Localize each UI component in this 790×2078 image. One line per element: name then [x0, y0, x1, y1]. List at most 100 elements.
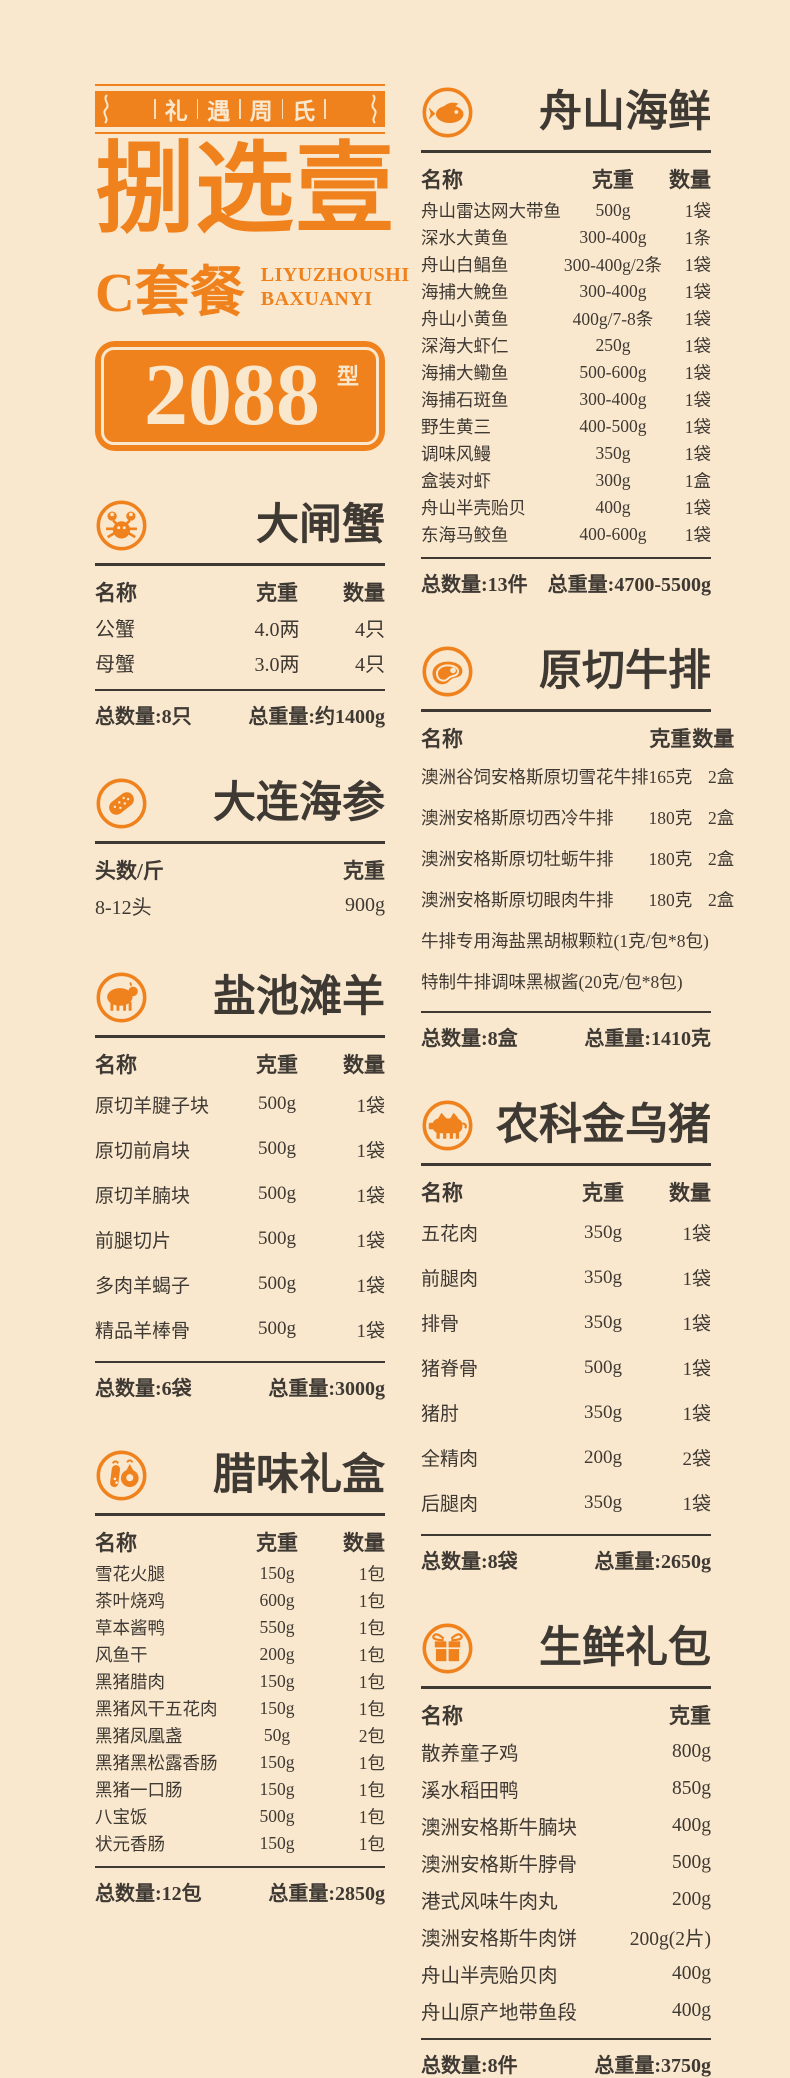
item-qty: 1包 — [358, 1779, 385, 1800]
totals-count: 总数量:8盒 — [421, 1028, 518, 1050]
table-row: 深海大虾仁 250g 1袋 — [421, 332, 711, 359]
note-row: 特制牛排调味黑椒酱(20克/包*8包) — [421, 961, 734, 1002]
item-name: 8-12头 — [95, 896, 152, 919]
section-divider — [421, 1686, 711, 1689]
item-weight: 500g — [584, 1356, 622, 1378]
column-header: 数量 — [692, 727, 735, 751]
item-weight: 500g — [672, 1851, 711, 1873]
section-header: 盐池滩羊 — [95, 971, 385, 1024]
item-qty: 2包 — [358, 1725, 385, 1746]
package-subtitle-en-line2: BAXUANYI — [260, 287, 373, 310]
note-row: 牛排专用海盐黑胡椒颗粒(1克/包*8包) — [421, 920, 734, 961]
item-qty: 1袋 — [356, 1275, 385, 1297]
item-name: 舟山原产地带鱼段 — [421, 2003, 578, 2024]
item-name: 黑猪凤凰盏 — [95, 1725, 183, 1746]
item-name: 舟山白鲳鱼 — [421, 255, 509, 275]
item-name: 原切前肩块 — [95, 1140, 191, 1162]
banner-separator — [154, 99, 156, 119]
item-qty: 1包 — [358, 1617, 385, 1638]
table-row: 舟山半壳贻贝 400g 1袋 — [421, 494, 711, 521]
item-name: 海捕大鳓鱼 — [421, 363, 509, 383]
table-row: 8-12头 900g — [95, 888, 385, 923]
section-title: 腊味礼盒 — [213, 1451, 385, 1499]
table-row: 黑猪一口肠 150g 1包 — [95, 1776, 385, 1803]
item-qty: 1包 — [358, 1563, 385, 1584]
note-text: 牛排专用海盐黑胡椒颗粒(1克/包*8包) — [421, 931, 709, 951]
item-weight: 300-400g/2条 — [563, 255, 663, 275]
item-name: 港式风味牛肉丸 — [421, 1892, 558, 1913]
item-qty: 2盒 — [708, 849, 735, 869]
item-weight: 500g — [258, 1273, 296, 1295]
table-row: 黑猪腊肉 150g 1包 — [95, 1668, 385, 1695]
item-name: 海捕大鮸鱼 — [421, 282, 509, 302]
table-row: 雪花火腿 150g 1包 — [95, 1560, 385, 1587]
item-name: 澳洲谷饲安格斯原切雪花牛排 — [421, 767, 649, 787]
totals-weight: 总重量:2650g — [594, 1551, 711, 1573]
item-weight: 400g — [672, 1814, 711, 1836]
column-header: 数量 — [343, 1530, 385, 1555]
item-qty: 1袋 — [684, 255, 711, 275]
item-weight: 400g — [672, 1999, 711, 2021]
section-hairy-crab: 大闸蟹 名称 克重 数量 公蟹 4.0两 4只 母蟹 3.0两 4只 总数量:8只 总重量:约… — [95, 499, 385, 729]
banner-separator — [239, 99, 241, 119]
column-header: 名称 — [421, 168, 463, 192]
item-weight: 150g — [259, 1751, 295, 1772]
column-header: 名称 — [421, 1181, 463, 1205]
table-row: 海捕大鮸鱼 300-400g 1袋 — [421, 278, 711, 305]
section-divider — [95, 1034, 385, 1038]
section-table: 名称 克重 散养童子鸡 800g 溪水稻田鸭 850g 澳洲安格斯牛腩块 400g 澳洲安格斯… — [421, 1698, 711, 2029]
item-name: 溪水稻田鸭 — [421, 1781, 519, 1802]
item-name: 野生黄三 — [421, 417, 491, 437]
table-row: 猪肘 350g 1袋 — [421, 1390, 711, 1435]
table-row: 舟山雷达网大带鱼 500g 1袋 — [421, 197, 711, 224]
item-qty: 1包 — [358, 1806, 385, 1827]
item-name: 澳洲安格斯原切牡蛎牛排 — [421, 849, 614, 869]
item-name: 五花肉 — [421, 1224, 479, 1245]
item-weight: 500g — [258, 1093, 296, 1115]
item-name: 八宝饭 — [95, 1806, 148, 1827]
sheep-icon — [95, 971, 148, 1024]
column-header: 名称 — [421, 1704, 463, 1728]
item-name: 澳洲安格斯原切西冷牛排 — [421, 808, 614, 828]
item-name: 雪花火腿 — [95, 1563, 165, 1584]
right-column: 舟山海鲜 名称 克重 数量 舟山雷达网大带鱼 500g 1袋 深水大黄鱼 300-400g 1… — [421, 84, 734, 2078]
section-title: 舟山海鲜 — [539, 89, 711, 136]
item-qty: 1盒 — [684, 471, 711, 491]
table-row: 原切前肩块 500g 1袋 — [95, 1127, 385, 1172]
item-name: 母蟹 — [95, 653, 135, 676]
item-weight: 350g — [584, 1266, 622, 1288]
item-name: 深水大黄鱼 — [421, 228, 509, 248]
totals-count: 总数量:13件 — [421, 574, 528, 596]
totals-count: 总数量:8袋 — [421, 1551, 518, 1573]
price-box: 2088 型 — [95, 340, 385, 451]
banner-char: 周 — [249, 99, 273, 124]
item-weight: 400g — [595, 497, 631, 517]
item-name: 黑猪腊肉 — [95, 1671, 165, 1692]
section-title: 大闸蟹 — [256, 501, 385, 549]
item-weight: 200g — [672, 1888, 711, 1910]
item-weight: 350g — [584, 1401, 622, 1423]
item-qty: 1袋 — [682, 1494, 711, 1515]
section-table: 名称 克重 数量 公蟹 4.0两 4只 母蟹 3.0两 4只 — [95, 575, 385, 680]
table-header-row: 名称 克重 数量 — [421, 721, 734, 756]
section-steak: 原切牛排 名称 克重 数量 澳洲谷饲安格斯原切雪花牛排 165克 2盒 澳洲安格斯原切西冷… — [421, 645, 734, 1051]
item-qty: 1包 — [358, 1833, 385, 1854]
brand-banner: 礼遇周氏 — [95, 84, 385, 134]
table-header-row: 名称 克重 数量 — [95, 1047, 385, 1082]
item-weight: 350g — [584, 1311, 622, 1333]
item-name: 前腿肉 — [421, 1269, 479, 1290]
item-qty: 1袋 — [356, 1140, 385, 1162]
table-row: 公蟹 4.0两 4只 — [95, 610, 385, 645]
item-qty: 1包 — [358, 1698, 385, 1719]
table-row: 澳洲安格斯原切西冷牛排 180克 2盒 — [421, 797, 734, 838]
item-name: 盒装对虾 — [421, 471, 491, 491]
banner-char: 氏 — [292, 99, 316, 124]
section-lamb: 盐池滩羊 名称 克重 数量 原切羊腱子块 500g 1袋 原切前肩块 500g 1袋 原切羊腩块… — [95, 971, 385, 1401]
banner-separator — [281, 99, 284, 119]
item-weight: 500g — [595, 200, 631, 220]
item-weight: 350g — [584, 1491, 622, 1513]
item-weight: 180克 — [648, 808, 693, 828]
item-qty: 1包 — [358, 1752, 385, 1773]
sea-cucumber-icon — [95, 777, 148, 830]
